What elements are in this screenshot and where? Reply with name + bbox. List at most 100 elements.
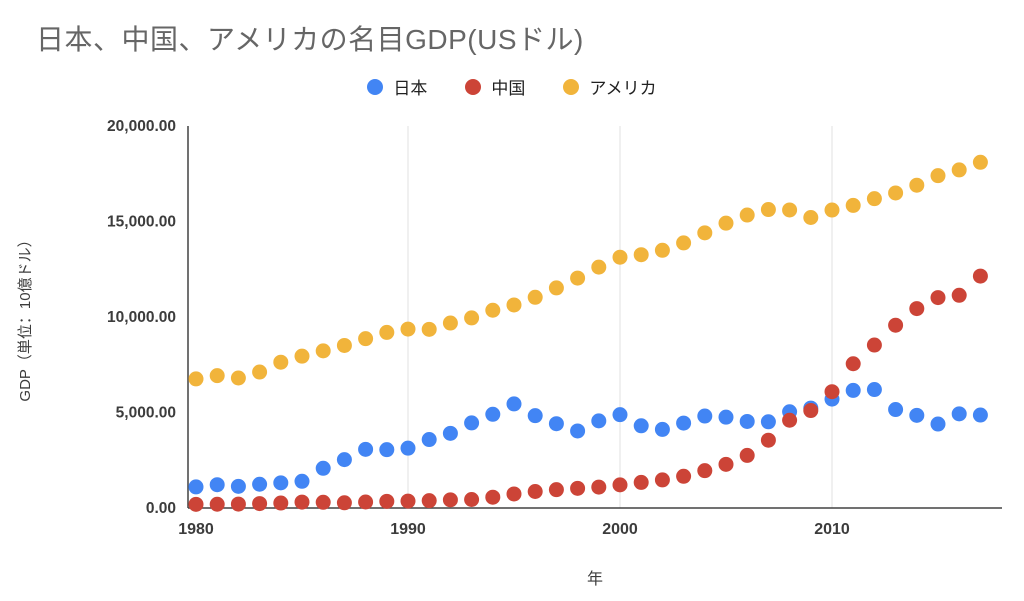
data-point[interactable] bbox=[591, 479, 607, 495]
data-point[interactable] bbox=[548, 280, 564, 296]
data-point[interactable] bbox=[421, 321, 437, 337]
data-point[interactable] bbox=[612, 249, 628, 265]
data-point[interactable] bbox=[654, 421, 670, 437]
data-point[interactable] bbox=[718, 456, 734, 472]
data-point[interactable] bbox=[252, 496, 268, 512]
data-point[interactable] bbox=[400, 440, 416, 456]
data-point[interactable] bbox=[972, 154, 988, 170]
data-point[interactable] bbox=[421, 493, 437, 509]
data-point[interactable] bbox=[506, 486, 522, 502]
data-point[interactable] bbox=[273, 354, 289, 370]
data-point[interactable] bbox=[951, 162, 967, 178]
data-point[interactable] bbox=[591, 259, 607, 275]
data-point[interactable] bbox=[358, 441, 374, 457]
data-point[interactable] bbox=[951, 287, 967, 303]
data-point[interactable] bbox=[442, 425, 458, 441]
data-point[interactable] bbox=[548, 416, 564, 432]
data-point[interactable] bbox=[485, 489, 501, 505]
data-point[interactable] bbox=[379, 442, 395, 458]
data-point[interactable] bbox=[400, 493, 416, 509]
data-point[interactable] bbox=[739, 207, 755, 223]
data-point[interactable] bbox=[760, 414, 776, 430]
data-point[interactable] bbox=[188, 479, 204, 495]
data-point[interactable] bbox=[273, 495, 289, 511]
legend-item-中国[interactable]: 中国 bbox=[465, 74, 525, 99]
data-point[interactable] bbox=[739, 413, 755, 429]
data-point[interactable] bbox=[930, 168, 946, 184]
data-point[interactable] bbox=[633, 247, 649, 263]
data-point[interactable] bbox=[485, 302, 501, 318]
data-point[interactable] bbox=[760, 432, 776, 448]
data-point[interactable] bbox=[379, 493, 395, 509]
data-point[interactable] bbox=[803, 210, 819, 226]
data-point[interactable] bbox=[230, 496, 246, 512]
data-point[interactable] bbox=[188, 496, 204, 512]
data-point[interactable] bbox=[866, 337, 882, 353]
data-point[interactable] bbox=[570, 480, 586, 496]
data-point[interactable] bbox=[442, 315, 458, 331]
data-point[interactable] bbox=[336, 495, 352, 511]
data-point[interactable] bbox=[612, 407, 628, 423]
data-point[interactable] bbox=[294, 348, 310, 364]
data-point[interactable] bbox=[909, 407, 925, 423]
data-point[interactable] bbox=[633, 474, 649, 490]
data-point[interactable] bbox=[824, 202, 840, 218]
data-point[interactable] bbox=[591, 413, 607, 429]
data-point[interactable] bbox=[866, 191, 882, 207]
data-point[interactable] bbox=[230, 370, 246, 386]
data-point[interactable] bbox=[358, 494, 374, 510]
data-point[interactable] bbox=[612, 477, 628, 493]
data-point[interactable] bbox=[845, 197, 861, 213]
data-point[interactable] bbox=[506, 297, 522, 313]
data-point[interactable] bbox=[527, 289, 543, 305]
data-point[interactable] bbox=[930, 290, 946, 306]
data-point[interactable] bbox=[336, 337, 352, 353]
data-point[interactable] bbox=[464, 492, 480, 508]
data-point[interactable] bbox=[294, 473, 310, 489]
data-point[interactable] bbox=[845, 382, 861, 398]
data-point[interactable] bbox=[442, 492, 458, 508]
data-point[interactable] bbox=[972, 268, 988, 284]
data-point[interactable] bbox=[294, 494, 310, 510]
data-point[interactable] bbox=[951, 406, 967, 422]
data-point[interactable] bbox=[527, 408, 543, 424]
data-point[interactable] bbox=[315, 460, 331, 476]
data-point[interactable] bbox=[548, 482, 564, 498]
data-point[interactable] bbox=[888, 317, 904, 333]
data-point[interactable] bbox=[400, 321, 416, 337]
data-point[interactable] bbox=[336, 452, 352, 468]
data-point[interactable] bbox=[888, 402, 904, 418]
data-point[interactable] bbox=[866, 382, 882, 398]
data-point[interactable] bbox=[315, 343, 331, 359]
data-point[interactable] bbox=[485, 406, 501, 422]
data-point[interactable] bbox=[972, 407, 988, 423]
data-point[interactable] bbox=[379, 324, 395, 340]
data-point[interactable] bbox=[527, 483, 543, 499]
data-point[interactable] bbox=[697, 225, 713, 241]
data-point[interactable] bbox=[570, 270, 586, 286]
data-point[interactable] bbox=[909, 177, 925, 193]
data-point[interactable] bbox=[421, 432, 437, 448]
data-point[interactable] bbox=[209, 368, 225, 384]
data-point[interactable] bbox=[697, 408, 713, 424]
data-point[interactable] bbox=[252, 364, 268, 380]
data-point[interactable] bbox=[718, 409, 734, 425]
data-point[interactable] bbox=[824, 384, 840, 400]
data-point[interactable] bbox=[888, 185, 904, 201]
data-point[interactable] bbox=[209, 496, 225, 512]
data-point[interactable] bbox=[718, 215, 734, 231]
data-point[interactable] bbox=[676, 415, 692, 431]
data-point[interactable] bbox=[760, 202, 776, 218]
data-point[interactable] bbox=[188, 371, 204, 387]
data-point[interactable] bbox=[782, 412, 798, 428]
data-point[interactable] bbox=[930, 416, 946, 432]
data-point[interactable] bbox=[654, 472, 670, 488]
data-point[interactable] bbox=[209, 477, 225, 493]
data-point[interactable] bbox=[676, 235, 692, 251]
data-point[interactable] bbox=[464, 415, 480, 431]
data-point[interactable] bbox=[506, 396, 522, 412]
data-point[interactable] bbox=[633, 418, 649, 434]
data-point[interactable] bbox=[803, 403, 819, 419]
data-point[interactable] bbox=[909, 301, 925, 317]
legend-item-日本[interactable]: 日本 bbox=[367, 74, 427, 99]
